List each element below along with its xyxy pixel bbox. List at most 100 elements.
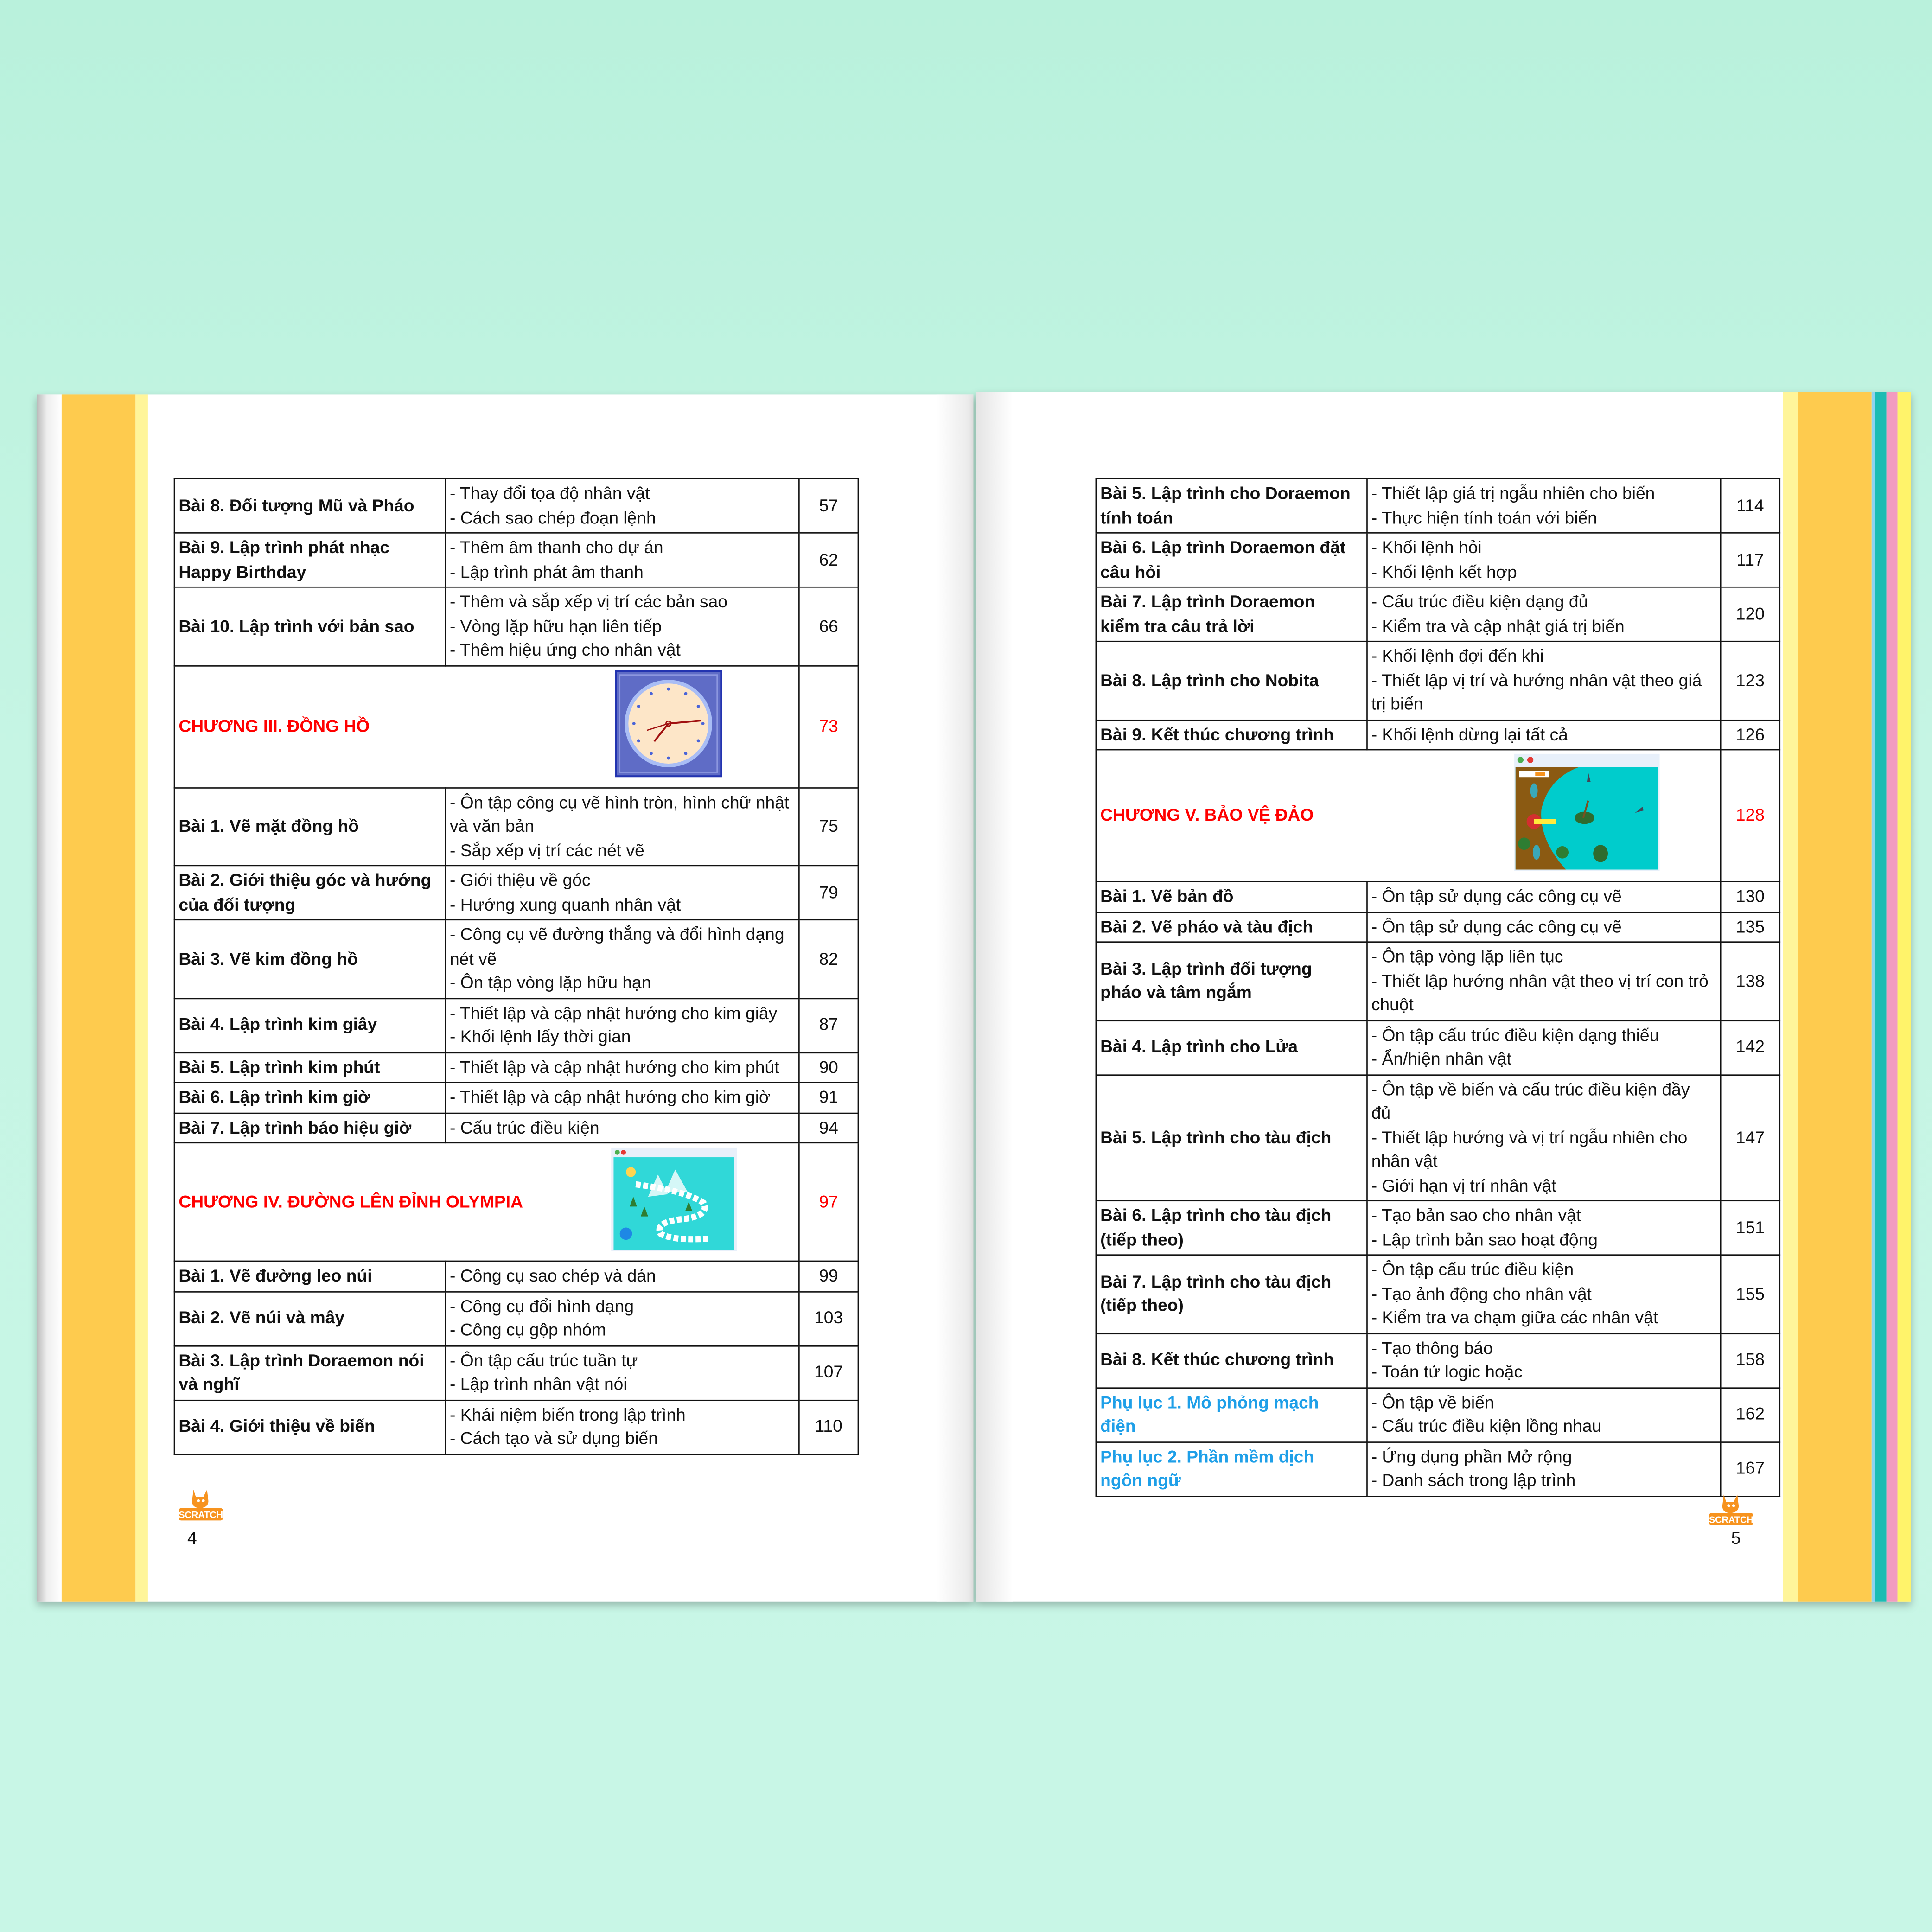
title-line: Bài 6. Lập trình cho tàu địch [1100, 1205, 1332, 1225]
page-number: 130 [1720, 881, 1781, 912]
title-line: Bài 4. Lập trình kim giây [179, 1014, 377, 1034]
lesson-row: Bài 4. Lập trình cho Lửa - Ôn tập cấu trú… [1095, 1020, 1781, 1075]
page-number: 114 [1720, 478, 1781, 534]
title-line: câu hỏi [1100, 561, 1161, 581]
page-number: 162 [1720, 1387, 1781, 1442]
chapter-title: CHƯƠNG V. BẢO VỆ ĐẢO [1100, 805, 1314, 825]
scratch-logo: SCRATCH [1709, 1494, 1753, 1525]
description-line: - Ẩn/hiện nhân vật [1371, 1048, 1511, 1069]
clock-image [614, 669, 723, 784]
lesson-description: - Ứng dụng phần Mở rộng - Danh sách trong… [1366, 1441, 1722, 1497]
yellow-margin-band [1798, 392, 1872, 1602]
lesson-row: Bài 5. Lập trình cho Doraemon tính toán - … [1095, 478, 1781, 534]
light-margin-band [135, 394, 148, 1602]
light-margin-band [1783, 392, 1798, 1602]
lesson-row: Bài 6. Lập trình kim giờ - Thiết lập và c… [173, 1082, 859, 1114]
description-line: - Thiết lập hướng và vị trí ngẫu nhiên c… [1371, 1127, 1688, 1147]
tab-blue [1871, 392, 1875, 1602]
lesson-title: Bài 10. Lập trình với bản sao [173, 586, 446, 666]
page-number: 158 [1720, 1333, 1781, 1388]
lesson-title: Bài 1. Vẽ mặt đồng hồ [173, 786, 446, 867]
description-line: nhân vật [1371, 1151, 1438, 1171]
page-number-left: 4 [187, 1528, 197, 1548]
description-line: - Giới hạn vị trí nhân vật [1371, 1174, 1556, 1195]
title-line: Bài 5. Lập trình cho tàu địch [1100, 1127, 1332, 1147]
lesson-row: Bài 3. Vẽ kim đồng hồ - Công cụ vẽ đường … [173, 919, 859, 999]
title-line: Bài 8. Đối tượng Mũ và Pháo [179, 495, 414, 515]
description-line: - Thiết lập và cập nhật hướng cho kim ph… [449, 1056, 779, 1077]
tab-yellow [1897, 392, 1911, 1602]
description-line: - Ứng dụng phần Mở rộng [1371, 1446, 1572, 1466]
description-line: - Lập trình phát âm thanh [449, 561, 644, 581]
description-line: - Thiết lập giá trị ngẫu nhiên cho biến [1371, 483, 1655, 503]
chapter-cell: CHƯƠNG V. BẢO VỆ ĐẢO [1095, 749, 1722, 882]
lesson-description: - Thiết lập giá trị ngẫu nhiên cho biến -… [1366, 478, 1722, 534]
description-line: - Toán tử logic hoặc [1371, 1361, 1523, 1382]
lesson-row: Bài 2. Vẽ núi và mây - Công cụ đổi hình d… [173, 1290, 859, 1346]
title-line: Bài 4. Giới thiệu về biến [179, 1416, 375, 1436]
title-line: Bài 7. Lập trình Doraemon [1100, 591, 1315, 612]
lesson-row: Bài 8. Đối tượng Mũ và Pháo - Thay đổi tọ… [173, 478, 859, 534]
lesson-row: Bài 4. Giới thiệu về biến - Khái niệm biế… [173, 1399, 859, 1455]
lesson-title: Bài 7. Lập trình báo hiệu giờ [173, 1112, 446, 1144]
description-line: - Thực hiện tính toán với biến [1371, 507, 1597, 527]
page-number: 142 [1720, 1020, 1781, 1075]
lesson-description: - Công cụ sao chép và dán [445, 1260, 800, 1292]
page-number: 91 [798, 1082, 859, 1114]
page-number: 75 [798, 786, 859, 867]
lesson-row: Bài 7. Lập trình Doraemon kiểm tra câu tr… [1095, 586, 1781, 642]
lesson-row: Bài 1. Vẽ đường leo núi - Công cụ sao ché… [173, 1260, 859, 1292]
page-number: 151 [1720, 1200, 1781, 1256]
title-line: Bài 3. Lập trình Doraemon nói [179, 1350, 424, 1370]
title-line: Bài 1. Vẽ mặt đồng hồ [179, 816, 359, 835]
tab-teal [1875, 392, 1887, 1602]
lesson-title: Bài 4. Lập trình kim giây [173, 997, 446, 1053]
title-line: pháo và tâm ngắm [1100, 982, 1252, 1002]
description-line: - Ôn tập sử dụng các công cụ vẽ [1371, 916, 1622, 936]
lesson-title: Bài 5. Lập trình cho Doraemon tính toán [1095, 478, 1368, 534]
lesson-title: Bài 8. Lập trình cho Nobita [1095, 640, 1368, 721]
description-line: - Ôn tập công cụ vẽ hình tròn, hình chữ … [449, 791, 790, 811]
title-line: ngôn ngữ [1100, 1470, 1181, 1490]
lesson-row: Bài 3. Lập trình Doraemon nói và nghĩ - Ôn… [173, 1345, 859, 1401]
toc-table-left: Bài 8. Đối tượng Mũ và Pháo - Thay đổi tọ… [173, 478, 859, 1455]
description-line: đủ [1371, 1103, 1391, 1122]
page-number: 128 [1720, 749, 1781, 882]
lesson-row: Bài 8. Lập trình cho Nobita - Khối lệnh đ… [1095, 640, 1781, 721]
chapter-cell: CHƯƠNG IV. ĐƯỜNG LÊN ĐỈNH OLYMPIA [173, 1142, 800, 1262]
lesson-row: Bài 6. Lập trình cho tàu địch (tiếp theo)… [1095, 1200, 1781, 1256]
lesson-title: Bài 2. Vẽ pháo và tàu địch [1095, 911, 1368, 943]
title-line: Bài 5. Lập trình cho Doraemon [1100, 483, 1351, 503]
title-line: Bài 7. Lập trình báo hiệu giờ [179, 1117, 412, 1137]
title-line: Bài 9. Lập trình phát nhạc [179, 537, 390, 557]
title-line: của đối tượng [179, 894, 296, 914]
chapter-title: CHƯƠNG III. ĐỒNG HỒ [179, 715, 370, 735]
title-line: Bài 2. Giới thiệu góc và hướng [179, 870, 432, 890]
lesson-description: - Thay đổi tọa độ nhân vật - Cách sao ché… [445, 478, 800, 534]
lesson-title: Bài 1. Vẽ đường leo núi [173, 1260, 446, 1292]
description-line: - Kiểm tra và cập nhật giá trị biến [1371, 615, 1625, 635]
description-line: - Lập trình bản sao hoạt động [1371, 1229, 1598, 1249]
page-number: 110 [798, 1399, 859, 1455]
description-line: - Ôn tập về biến [1371, 1391, 1494, 1412]
description-line: - Cách tạo và sử dụng biến [449, 1428, 658, 1448]
title-line: Bài 9. Kết thúc chương trình [1100, 724, 1334, 744]
description-line: - Ôn tập vòng lặp hữu hạn [449, 972, 651, 992]
title-line: Happy Birthday [179, 561, 306, 581]
page-number: 138 [1720, 941, 1781, 1021]
lesson-description: - Cấu trúc điều kiện dạng đủ - Kiểm tra v… [1366, 586, 1722, 642]
lesson-description: - Ôn tập vòng lặp liên tục - Thiết lập hư… [1366, 941, 1722, 1021]
chapter-row: CHƯƠNG V. BẢO VỆ ĐẢO 128 [1095, 749, 1781, 882]
description-line: nét vẽ [449, 948, 497, 968]
title-line: Bài 1. Vẽ đường leo núi [179, 1265, 372, 1285]
lesson-description: - Tạo bản sao cho nhân vật - Lập trình bả… [1366, 1200, 1722, 1256]
page-number: 57 [798, 478, 859, 534]
page-number: 135 [1720, 911, 1781, 943]
page-number: 117 [1720, 532, 1781, 588]
description-line: - Thêm hiệu ứng cho nhân vật [449, 639, 681, 659]
chapter-cell: CHƯƠNG III. ĐỒNG HỒ [173, 664, 800, 788]
page-number: 79 [798, 865, 859, 921]
description-line: - Cấu trúc điều kiện dạng đủ [1371, 591, 1588, 612]
lesson-title: Bài 1. Vẽ bản đồ [1095, 881, 1368, 912]
